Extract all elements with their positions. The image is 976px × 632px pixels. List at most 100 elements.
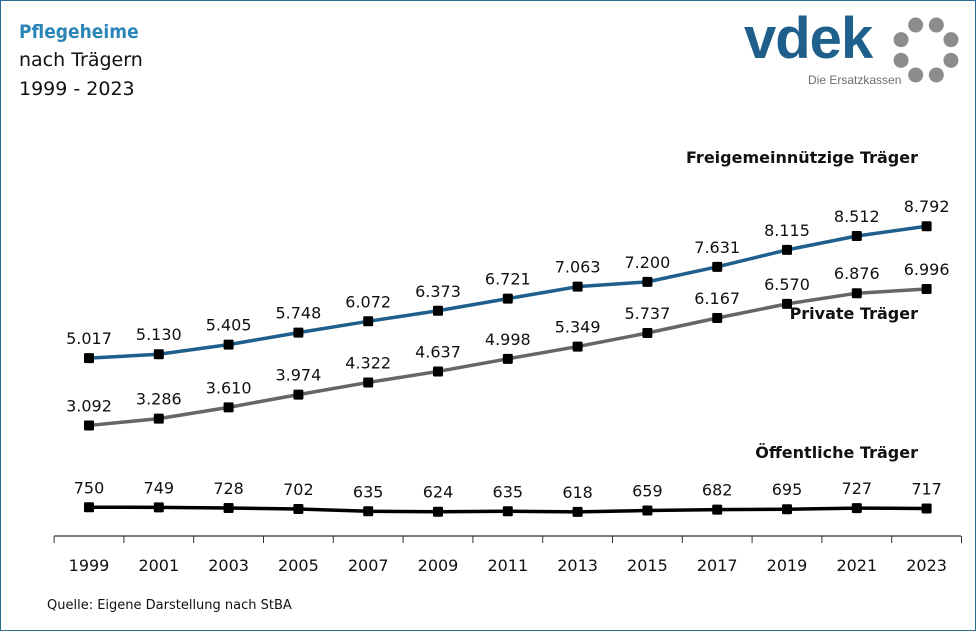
data-label: 8.115 xyxy=(764,221,810,240)
x-tick-label: 2007 xyxy=(348,556,389,575)
data-point xyxy=(712,261,723,272)
x-tick-label: 1999 xyxy=(69,556,110,575)
data-label: 7.063 xyxy=(555,258,601,277)
data-point xyxy=(851,231,862,242)
data-point xyxy=(642,505,653,516)
data-point xyxy=(921,503,932,514)
data-label: 717 xyxy=(911,479,942,498)
data-point xyxy=(851,503,862,514)
data-point xyxy=(223,402,234,413)
data-point xyxy=(433,366,443,377)
series-label: Private Träger xyxy=(790,304,919,323)
chart-period: 1999 - 2023 xyxy=(19,78,135,100)
data-label: 635 xyxy=(493,482,524,501)
data-label: 6.373 xyxy=(415,282,461,301)
logo-dots-icon xyxy=(893,17,959,83)
logo-dot xyxy=(943,32,959,48)
data-label: 695 xyxy=(772,480,803,499)
data-point xyxy=(782,504,792,515)
data-point xyxy=(502,293,513,304)
data-point xyxy=(921,284,932,295)
data-point xyxy=(433,506,443,517)
data-point xyxy=(363,506,374,517)
logo-tagline: Die Ersatzkassen xyxy=(808,73,902,87)
data-point xyxy=(84,420,94,431)
data-point xyxy=(293,503,304,514)
data-label: 749 xyxy=(144,478,175,497)
x-tick-label: 2011 xyxy=(487,556,528,575)
x-tick-label: 2015 xyxy=(627,556,668,575)
data-label: 635 xyxy=(353,482,384,501)
data-label: 6.167 xyxy=(694,289,740,308)
data-label: 6.996 xyxy=(904,260,950,279)
data-point xyxy=(921,221,932,232)
vdek-logo: vdek Die Ersatzkassen xyxy=(741,6,966,93)
x-tick-label: 2009 xyxy=(418,556,459,575)
data-point xyxy=(851,288,862,299)
data-label: 4.322 xyxy=(345,353,391,372)
data-point xyxy=(572,281,583,292)
data-point xyxy=(712,312,723,323)
x-tick-label: 2003 xyxy=(208,556,249,575)
data-point xyxy=(84,353,94,364)
data-point xyxy=(642,328,653,339)
logo-dot xyxy=(893,32,909,48)
logo-dot xyxy=(928,67,944,83)
data-label: 702 xyxy=(283,480,314,499)
data-label: 8.512 xyxy=(834,207,880,226)
data-label: 6.570 xyxy=(764,275,810,294)
data-label: 3.286 xyxy=(136,390,182,409)
x-tick-label: 2001 xyxy=(138,556,179,575)
x-tick-label: 2021 xyxy=(836,556,877,575)
data-point xyxy=(363,316,374,327)
data-label: 682 xyxy=(702,481,733,500)
data-label: 3.974 xyxy=(275,366,321,385)
data-label: 5.349 xyxy=(555,318,601,337)
data-label: 7.200 xyxy=(624,253,670,272)
data-point xyxy=(153,502,164,513)
x-tick-label: 2013 xyxy=(557,556,598,575)
data-label: 6.876 xyxy=(834,264,880,283)
data-label: 8.792 xyxy=(904,197,950,216)
data-point xyxy=(572,341,583,352)
logo-dot xyxy=(908,67,924,83)
logo-dot xyxy=(908,17,924,33)
data-point xyxy=(782,298,792,309)
chart-title: Pflegeheime xyxy=(19,21,139,43)
data-point xyxy=(712,504,723,515)
data-point xyxy=(293,327,304,338)
data-label: 5.737 xyxy=(624,304,670,323)
data-point xyxy=(363,377,374,388)
data-point xyxy=(223,503,234,514)
data-label: 624 xyxy=(423,483,454,502)
data-label: 7.631 xyxy=(694,238,740,257)
source-note: Quelle: Eigene Darstellung nach StBA xyxy=(47,598,292,613)
data-label: 5.017 xyxy=(66,329,112,348)
series-label: Öffentliche Träger xyxy=(755,443,918,462)
logo-dot xyxy=(943,52,959,68)
x-tick-label: 2005 xyxy=(278,556,319,575)
x-tick-label: 2017 xyxy=(697,556,738,575)
data-label: 728 xyxy=(213,479,244,498)
data-label: 4.998 xyxy=(485,330,531,349)
data-label: 3.092 xyxy=(66,396,112,415)
data-point xyxy=(223,339,234,350)
data-point xyxy=(153,349,164,360)
logo-wordmark: vdek xyxy=(744,6,873,71)
data-label: 5.748 xyxy=(275,304,321,323)
data-label: 727 xyxy=(842,479,873,498)
data-point xyxy=(84,502,94,513)
data-label: 6.072 xyxy=(345,292,391,311)
chart-subtitle: nach Trägern xyxy=(19,49,143,71)
data-label: 659 xyxy=(632,481,663,500)
logo-dot xyxy=(893,52,909,68)
x-tick-label: 2019 xyxy=(767,556,808,575)
data-point xyxy=(293,389,304,400)
series-label: Freigemeinnützige Träger xyxy=(686,148,918,167)
data-point xyxy=(433,305,443,316)
data-label: 5.130 xyxy=(136,325,182,344)
data-point xyxy=(153,413,164,424)
data-label: 5.405 xyxy=(206,316,252,335)
